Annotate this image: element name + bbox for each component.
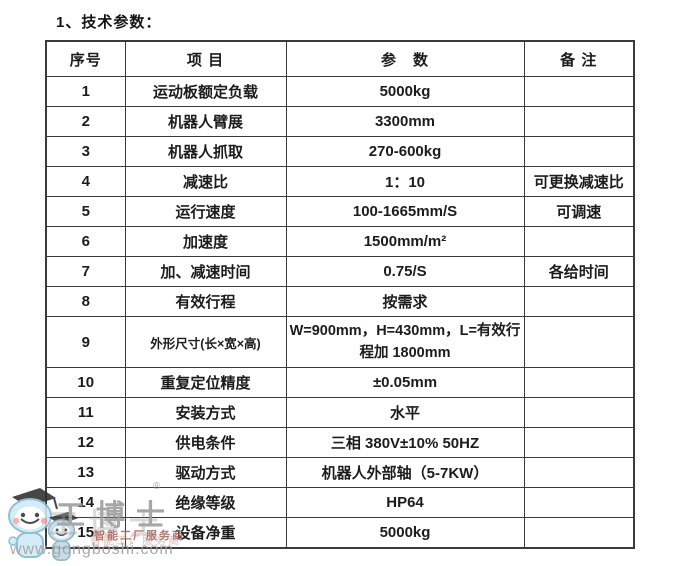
cell-item: 减速比	[124, 166, 287, 197]
cell-no: 5	[45, 196, 126, 227]
cell-no: 14	[45, 487, 126, 518]
header-item: 项 目	[124, 40, 287, 77]
cell-no: 6	[45, 226, 126, 257]
cell-remark	[523, 367, 635, 398]
cell-param: 三相 380V±10% 50HZ	[285, 427, 525, 458]
cell-remark	[523, 427, 635, 458]
cell-param: 5000kg	[285, 76, 525, 107]
table-row: 2 机器人臂展 3300mm	[45, 106, 635, 137]
header-no: 序号	[45, 40, 126, 77]
cell-no: 2	[45, 106, 126, 137]
table-row: 4 减速比 1：10 可更换减速比	[45, 166, 635, 197]
cell-remark	[523, 517, 635, 549]
cell-param: 0.75/S	[285, 256, 525, 287]
cell-item: 加、减速时间	[124, 256, 287, 287]
cell-param: HP64	[285, 487, 525, 518]
table-row: 15 设备净重 5000kg	[45, 517, 635, 549]
cell-no: 13	[45, 457, 126, 488]
cell-no: 7	[45, 256, 126, 287]
cell-item: 驱动方式	[124, 457, 287, 488]
cell-param: 1500mm/m²	[285, 226, 525, 257]
cell-remark	[523, 106, 635, 137]
table-row: 14 绝缘等级 HP64	[45, 487, 635, 518]
cell-remark: 可更换减速比	[523, 166, 635, 197]
section-title: 1、技术参数：	[56, 14, 162, 31]
cell-no: 15	[45, 517, 126, 549]
cell-remark	[523, 226, 635, 257]
table-row: 6 加速度 1500mm/m²	[45, 226, 635, 257]
table-row: 8 有效行程 按需求	[45, 286, 635, 317]
cell-item: 运动板额定负载	[124, 76, 287, 107]
cell-remark: 可调速	[523, 196, 635, 227]
spec-table: 序号 项 目 参 数 备 注 1 运动板额定负载 5000kg 2 机器人臂展 …	[45, 40, 635, 549]
table-row: 9 外形尺寸(长×宽×高) W=900mm，H=430mm，L=有效行 程加 1…	[45, 316, 635, 368]
cell-remark	[523, 457, 635, 488]
cell-param: 水平	[285, 397, 525, 428]
cell-no: 12	[45, 427, 126, 458]
cell-remark	[523, 316, 635, 368]
cell-item: 重复定位精度	[124, 367, 287, 398]
cell-param: 机器人外部轴（5-7KW）	[285, 457, 525, 488]
cell-no: 11	[45, 397, 126, 428]
table-header-row: 序号 项 目 参 数 备 注	[45, 40, 635, 77]
cell-remark	[523, 76, 635, 107]
cell-no: 10	[45, 367, 126, 398]
cell-param: 按需求	[285, 286, 525, 317]
cell-remark: 各给时间	[523, 256, 635, 287]
cell-no: 4	[45, 166, 126, 197]
cell-remark	[523, 136, 635, 167]
cell-param: 3300mm	[285, 106, 525, 137]
table-row: 12 供电条件 三相 380V±10% 50HZ	[45, 427, 635, 458]
cell-item: 绝缘等级	[124, 487, 287, 518]
table-row: 13 驱动方式 机器人外部轴（5-7KW）	[45, 457, 635, 488]
table-row: 1 运动板额定负载 5000kg	[45, 76, 635, 107]
cell-item: 设备净重	[124, 517, 287, 549]
cell-remark	[523, 286, 635, 317]
cell-param: 100-1665mm/S	[285, 196, 525, 227]
table-row: 10 重复定位精度 ±0.05mm	[45, 367, 635, 398]
cell-no: 3	[45, 136, 126, 167]
cell-param: 1：10	[285, 166, 525, 197]
cell-item: 运行速度	[124, 196, 287, 227]
cell-remark	[523, 487, 635, 518]
cell-no: 8	[45, 286, 126, 317]
cell-remark	[523, 397, 635, 428]
table-row: 3 机器人抓取 270-600kg	[45, 136, 635, 167]
cell-item: 供电条件	[124, 427, 287, 458]
table-row: 11 安装方式 水平	[45, 397, 635, 428]
cell-item: 外形尺寸(长×宽×高)	[124, 316, 287, 368]
table-row: 5 运行速度 100-1665mm/S 可调速	[45, 196, 635, 227]
cell-item: 机器人臂展	[124, 106, 287, 137]
cell-item: 有效行程	[124, 286, 287, 317]
cell-item: 机器人抓取	[124, 136, 287, 167]
cell-param: ±0.05mm	[285, 367, 525, 398]
header-remark: 备 注	[523, 40, 635, 77]
header-param: 参 数	[285, 40, 525, 77]
cell-param: W=900mm，H=430mm，L=有效行 程加 1800mm	[285, 316, 525, 368]
table-row: 7 加、减速时间 0.75/S 各给时间	[45, 256, 635, 287]
cell-param: 5000kg	[285, 517, 525, 549]
cell-no: 9	[45, 316, 126, 368]
cell-item: 安装方式	[124, 397, 287, 428]
cell-no: 1	[45, 76, 126, 107]
cell-param: 270-600kg	[285, 136, 525, 167]
cell-item: 加速度	[124, 226, 287, 257]
